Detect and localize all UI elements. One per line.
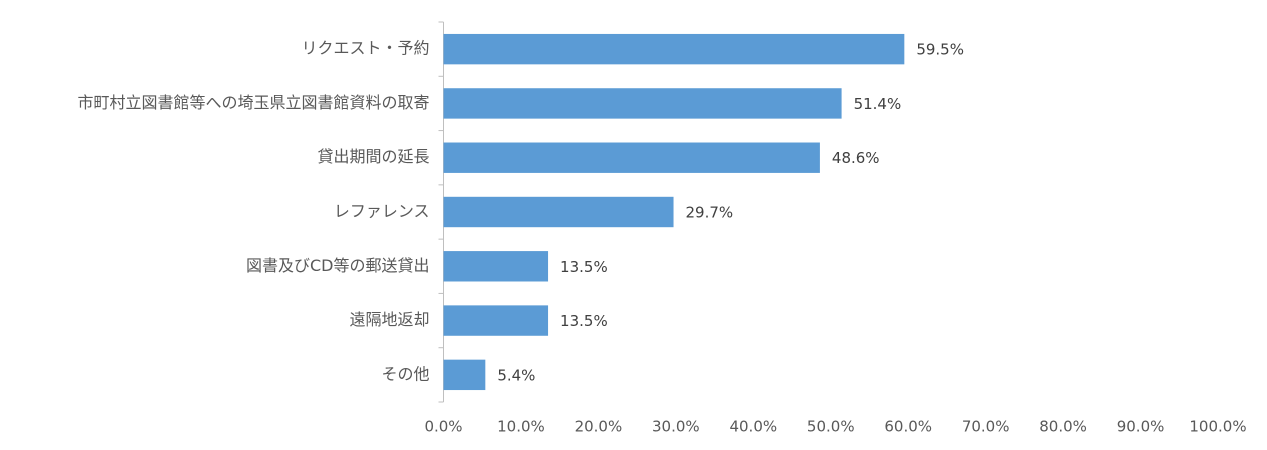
y-tick-label: レファレンス (334, 202, 430, 221)
bar (443, 142, 820, 173)
x-tick-label: 30.0% (652, 418, 700, 436)
x-tick-label: 0.0% (424, 418, 462, 436)
bar (443, 88, 842, 119)
value-label: 48.6% (832, 149, 880, 167)
y-tick-label: 図書及びCD等の郵送貸出 (246, 256, 430, 275)
y-tick-label: リクエスト・予約 (301, 39, 429, 58)
value-label: 5.4% (497, 366, 535, 384)
x-tick-label: 40.0% (729, 418, 777, 436)
x-tick-label: 70.0% (962, 418, 1010, 436)
bar (443, 305, 549, 336)
x-tick-label: 100.0% (1189, 418, 1246, 436)
x-tick-label: 50.0% (807, 418, 855, 436)
bar (443, 359, 486, 391)
x-tick-label: 20.0% (575, 418, 623, 436)
x-tick-label: 90.0% (1117, 418, 1165, 436)
value-label: 13.5% (560, 258, 608, 276)
x-tick-label: 80.0% (1039, 418, 1087, 436)
y-tick-label: 貸出期間の延長 (317, 147, 429, 166)
y-tick-label: 遠隔地返却 (349, 310, 429, 329)
x-tick-label: 60.0% (884, 418, 932, 436)
bar (443, 251, 549, 282)
value-label: 51.4% (854, 95, 902, 113)
bar (443, 33, 905, 65)
y-tick-label: その他 (381, 364, 429, 383)
value-label: 29.7% (686, 204, 734, 222)
value-label: 13.5% (560, 312, 608, 330)
bar (443, 196, 674, 228)
value-label: 59.5% (916, 41, 964, 59)
y-tick-label: 市町村立図書館等への埼玉県立図書館資料の取寄 (77, 93, 429, 112)
x-tick-label: 10.0% (497, 418, 545, 436)
